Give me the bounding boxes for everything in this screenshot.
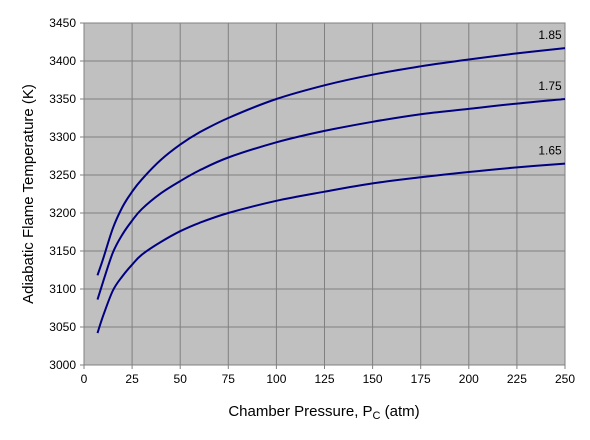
x-tick-label: 100 — [266, 372, 286, 386]
y-tick-label: 3450 — [49, 16, 76, 30]
x-tick-label: 0 — [81, 372, 88, 386]
series-line-1.85 — [96, 47, 566, 276]
y-tick-label: 3100 — [49, 282, 76, 296]
series-label: 1.85 — [538, 28, 562, 42]
y-tick-label: 3300 — [49, 130, 76, 144]
y-tick-label: 3200 — [49, 206, 76, 220]
series-lines — [96, 47, 566, 334]
series-line-1.75 — [96, 98, 566, 300]
x-tick-label: 150 — [363, 372, 383, 386]
y-axis-title: Adiabatic Flame Temperature (K) — [20, 84, 37, 304]
gridlines — [80, 22, 566, 369]
x-axis-tick-labels: 0 25 50 75 100 125 150 175 200 225 250 — [81, 372, 576, 386]
y-tick-label: 3250 — [49, 168, 76, 182]
x-tick-label: 25 — [125, 372, 139, 386]
series-line-1.65 — [96, 162, 566, 334]
x-tick-label: 200 — [459, 372, 479, 386]
x-tick-label: 50 — [174, 372, 188, 386]
y-axis-tick-labels: 3000 3050 3100 3150 3200 3250 3300 3350 3400 3450 — [49, 16, 76, 372]
x-axis-title: Chamber Pressure, PC (atm) — [228, 403, 419, 422]
y-tick-label: 3050 — [49, 320, 76, 334]
x-axis-title-subscript: C — [373, 410, 381, 422]
x-tick-label: 175 — [411, 372, 431, 386]
y-tick-label: 3000 — [49, 358, 76, 372]
series-label: 1.75 — [538, 79, 562, 93]
x-tick-label: 250 — [555, 372, 575, 386]
x-tick-label: 75 — [222, 372, 236, 386]
series-labels: 1.85 1.75 1.65 — [538, 28, 562, 158]
x-axis-title-unit: (atm) — [381, 403, 420, 420]
x-tick-label: 225 — [507, 372, 527, 386]
x-axis-title-main: Chamber Pressure, P — [228, 403, 372, 420]
x-tick-label: 125 — [314, 372, 334, 386]
series-label: 1.65 — [538, 144, 562, 158]
y-tick-label: 3400 — [49, 54, 76, 68]
y-tick-label: 3350 — [49, 92, 76, 106]
y-tick-label: 3150 — [49, 244, 76, 258]
